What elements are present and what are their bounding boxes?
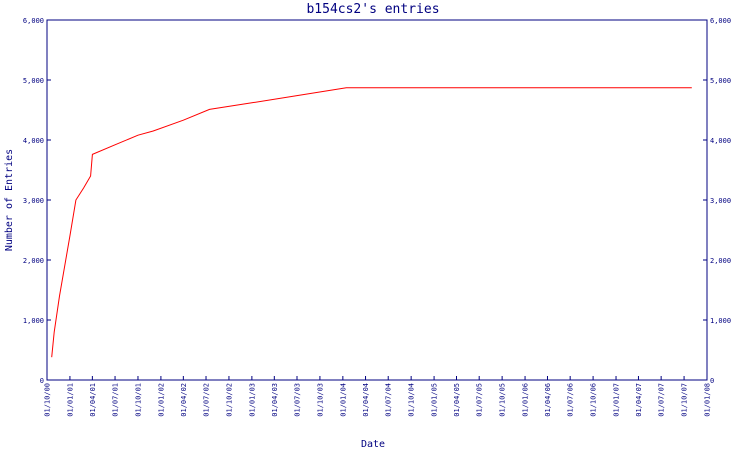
x-tick-label: 01/04/05 [453, 383, 461, 417]
y-tick-label-left: 1,000 [23, 317, 44, 325]
x-tick-label: 01/01/08 [704, 383, 712, 417]
x-tick-label: 01/10/01 [134, 383, 142, 417]
x-tick-label: 01/10/00 [44, 383, 52, 417]
x-tick-label: 01/01/03 [248, 383, 256, 417]
y-tick-label-left: 5,000 [23, 77, 44, 85]
x-tick-label: 01/07/03 [293, 383, 301, 417]
plot-area [46, 19, 708, 381]
x-tick-label: 01/04/04 [362, 383, 370, 417]
x-tick-label: 01/01/02 [157, 383, 165, 417]
series-layer [51, 87, 692, 358]
x-tick-label: 01/07/07 [658, 383, 666, 417]
x-tick-label: 01/07/02 [203, 383, 211, 417]
y-tick-label-right: 3,000 [710, 197, 731, 205]
y-tick-label-right: 1,000 [710, 317, 731, 325]
x-tick-label: 01/10/05 [499, 383, 507, 417]
x-tick-label: 01/10/07 [681, 383, 689, 417]
x-tick-label: 01/01/04 [339, 383, 347, 417]
y-tick-label-right: 6,000 [710, 17, 731, 25]
x-tick-label: 01/04/02 [180, 383, 188, 417]
y-tick-label-left: 2,000 [23, 257, 44, 265]
y-axis-left: 0 1,000 2,000 3,000 4,000 5,000 6,000 [23, 17, 51, 385]
x-tick-label: 01/10/02 [225, 383, 233, 417]
y-tick-label-left: 6,000 [23, 17, 44, 25]
x-tick-label: 01/07/06 [567, 383, 575, 417]
chart-title: b154cs2's entries [306, 2, 439, 17]
x-axis: 01/10/00 01/01/01 01/04/01 01/07/01 01/10/01… [44, 376, 712, 417]
x-tick-label: 01/07/01 [112, 383, 120, 417]
x-tick-label: 01/07/05 [476, 383, 484, 417]
y-tick-label-right: 2,000 [710, 257, 731, 265]
x-tick-label: 01/04/06 [544, 383, 552, 417]
x-tick-label: 01/01/07 [613, 383, 621, 417]
y-tick-label-left: 0 [40, 377, 44, 385]
x-tick-label: 01/04/01 [89, 383, 97, 417]
x-tick-label: 01/10/06 [590, 383, 598, 417]
x-tick-label: 01/01/05 [431, 383, 439, 417]
y-tick-label-right: 4,000 [710, 137, 731, 145]
y-tick-label-left: 3,000 [23, 197, 44, 205]
x-axis-title: Date [361, 439, 385, 450]
y-tick-label-left: 4,000 [23, 137, 44, 145]
y-axis-title: Number of Entries [4, 149, 15, 251]
x-tick-label: 01/01/01 [66, 383, 74, 417]
x-tick-label: 01/01/06 [522, 383, 530, 417]
x-tick-label: 01/07/04 [385, 383, 393, 417]
x-tick-label: 01/04/07 [635, 383, 643, 417]
y-axis-right: 0 1,000 2,000 3,000 4,000 5,000 6,000 [703, 17, 731, 385]
y-tick-label-right: 0 [710, 377, 714, 385]
series-line [51, 87, 692, 358]
x-tick-label: 01/04/03 [271, 383, 279, 417]
x-tick-label: 01/10/04 [408, 383, 416, 417]
x-tick-label: 01/10/03 [316, 383, 324, 417]
y-tick-label-right: 5,000 [710, 77, 731, 85]
